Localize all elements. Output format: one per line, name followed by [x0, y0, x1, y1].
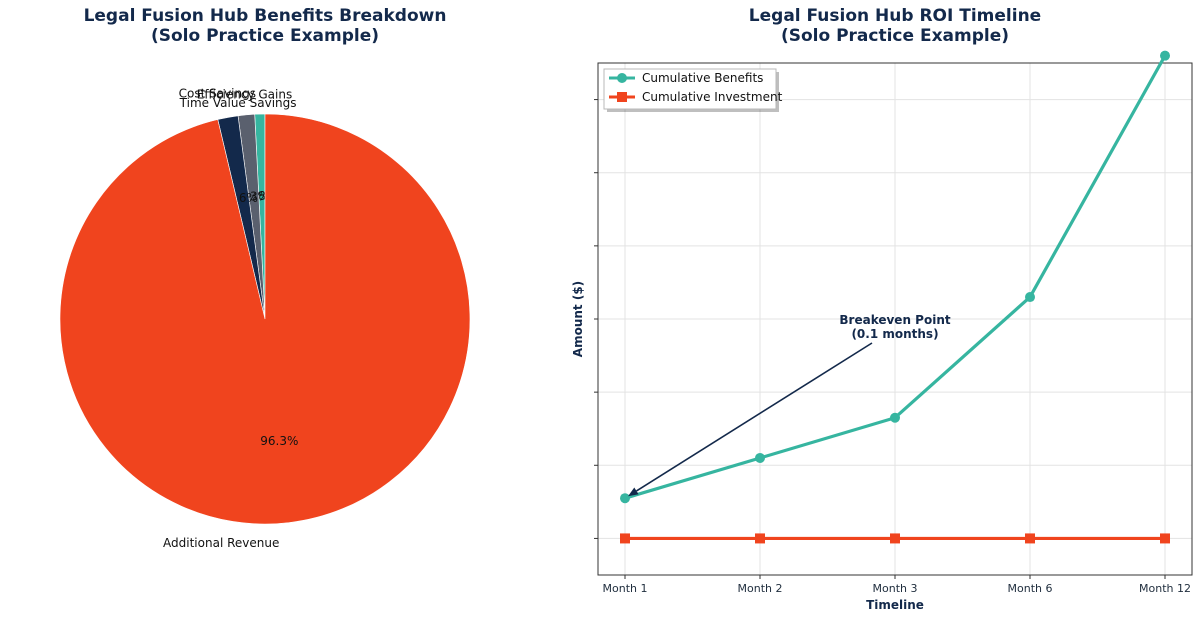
point-cumulative-investment — [1160, 533, 1170, 544]
legend-investment-marker — [617, 92, 627, 102]
point-cumulative-benefits — [620, 493, 630, 504]
annotation-arrowhead — [628, 487, 639, 497]
annotation-arrow — [636, 342, 873, 492]
point-cumulative-benefits — [1160, 50, 1170, 61]
legend-box — [603, 68, 777, 110]
legend-benefits-marker — [617, 73, 627, 83]
legend: Cumulative Benefits Cumulative Investmen… — [603, 68, 783, 112]
y-axis-title: Amount ($) — [571, 281, 585, 357]
x-tick-label: Month 2 — [738, 582, 783, 595]
point-cumulative-benefits — [755, 452, 765, 463]
point-cumulative-investment — [890, 533, 900, 544]
pie-label-efficiency-gains: Efficiency Gains — [197, 87, 292, 101]
line-chart: Month 1 Month 2 Month 3 Month 6 Month 12 Tim… — [571, 50, 1193, 612]
breakeven-annotation: Breakeven Point (0.1 months) — [628, 313, 951, 497]
pie-title: Legal Fusion Hub Benefits Breakdown — [84, 6, 447, 26]
x-tick-label: Month 1 — [603, 582, 648, 595]
point-cumulative-investment — [620, 533, 630, 544]
x-tick-label: Month 6 — [1008, 582, 1053, 595]
legend-investment-label: Cumulative Investment — [642, 90, 783, 104]
pie-slice-additional-revenue — [59, 113, 471, 525]
pie-pct-additional-revenue: 96.3% — [260, 434, 298, 448]
x-tick-label: Month 3 — [873, 582, 918, 595]
pie-label-time-value-savings: Time Value Savings — [179, 96, 297, 110]
x-axis-title: Timeline — [866, 598, 924, 612]
point-cumulative-benefits — [1025, 292, 1035, 303]
pie-label-cost-savings: Cost Savings — [179, 87, 256, 101]
x-ticks: Month 1 Month 2 Month 3 Month 6 Month 12 — [603, 575, 1191, 595]
pie-label-additional-revenue: Additional Revenue — [163, 536, 279, 550]
line-title: Legal Fusion Hub ROI Timeline — [749, 6, 1041, 26]
point-cumulative-investment — [1025, 533, 1035, 544]
series — [620, 50, 1170, 544]
point-cumulative-investment — [755, 533, 765, 544]
x-tick-label: Month 12 — [1139, 582, 1191, 595]
annotation-line2: (0.1 months) — [851, 327, 938, 341]
line-subtitle: (Solo Practice Example) — [781, 26, 1009, 46]
point-cumulative-benefits — [890, 412, 900, 423]
legend-benefits-label: Cumulative Benefits — [642, 71, 763, 85]
pie-subtitle: (Solo Practice Example) — [151, 26, 379, 46]
annotation-line1: Breakeven Point — [839, 313, 950, 327]
